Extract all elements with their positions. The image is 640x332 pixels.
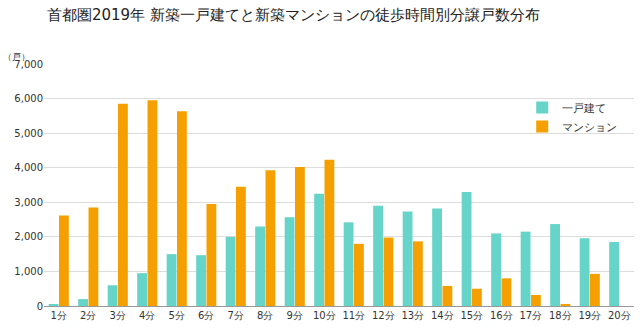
svg-text:マンション: マンション	[562, 121, 617, 134]
svg-text:7分: 7分	[228, 310, 244, 321]
svg-text:3分: 3分	[110, 310, 126, 321]
svg-text:0: 0	[37, 301, 43, 312]
svg-text:6,000: 6,000	[14, 93, 43, 104]
svg-text:11分: 11分	[342, 310, 365, 321]
svg-text:2分: 2分	[80, 310, 96, 321]
svg-text:1,000: 1,000	[14, 266, 43, 277]
svg-text:13分: 13分	[401, 310, 424, 321]
svg-text:4分: 4分	[139, 310, 155, 321]
svg-text:8分: 8分	[257, 310, 273, 321]
svg-text:一戸建て: 一戸建て	[562, 102, 606, 115]
svg-text:4,000: 4,000	[14, 162, 43, 173]
svg-text:首都圏2019年 新築一戸建てと新築マンションの徒歩時間別分: 首都圏2019年 新築一戸建てと新築マンションの徒歩時間別分譲戸数分布	[47, 6, 540, 24]
svg-text:9分: 9分	[287, 310, 303, 321]
svg-text:2,000: 2,000	[14, 231, 43, 242]
svg-text:5分: 5分	[169, 310, 185, 321]
svg-text:5,000: 5,000	[14, 128, 43, 139]
svg-text:6分: 6分	[198, 310, 214, 321]
svg-text:3,000: 3,000	[14, 197, 43, 208]
svg-text:17分: 17分	[519, 310, 542, 321]
svg-text:14分: 14分	[431, 310, 454, 321]
svg-text:7,000: 7,000	[14, 59, 43, 70]
svg-text:1分: 1分	[51, 310, 67, 321]
svg-text:16分: 16分	[490, 310, 513, 321]
svg-text:（戸）: （戸）	[3, 52, 30, 62]
svg-text:12分: 12分	[372, 310, 395, 321]
svg-text:10分: 10分	[313, 310, 336, 321]
svg-text:15分: 15分	[460, 310, 483, 321]
svg-text:18分: 18分	[549, 310, 572, 321]
svg-text:20分: 20分	[608, 310, 631, 321]
svg-text:19分: 19分	[578, 310, 601, 321]
